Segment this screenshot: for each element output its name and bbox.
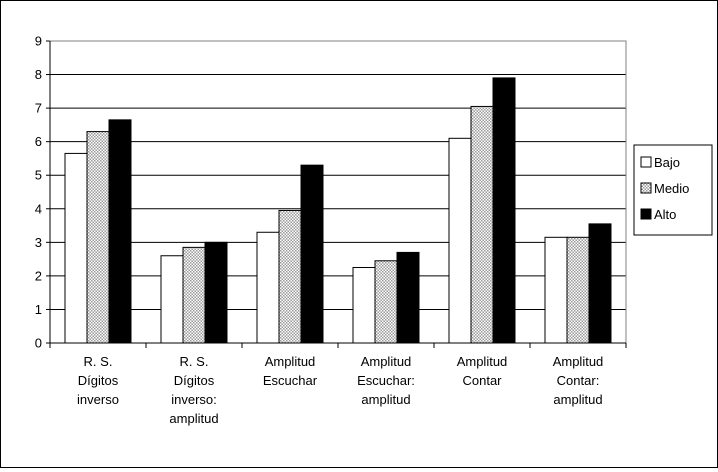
legend-label-alto: Alto bbox=[654, 207, 676, 222]
legend-swatch-alto bbox=[640, 208, 652, 220]
legend-label-medio: Medio bbox=[654, 181, 689, 196]
y-tick-label: 3 bbox=[35, 235, 42, 250]
x-category-label: Amplitud Escuchar bbox=[263, 354, 318, 388]
bar-bajo bbox=[160, 255, 184, 344]
x-category-label: Amplitud Escuchar: amplitud bbox=[357, 354, 415, 407]
x-category-label-line: amplitud bbox=[553, 392, 602, 407]
x-category-label: R. S. Dígitos inverso bbox=[77, 354, 119, 407]
y-tick-label: 5 bbox=[35, 168, 42, 183]
x-category-label-line: R. S. bbox=[180, 354, 209, 369]
x-category-label-line: Escuchar bbox=[263, 373, 318, 388]
bar-bajo bbox=[256, 231, 280, 344]
x-category-label-line: Dígitos bbox=[78, 373, 119, 388]
x-category-label-line: inverso bbox=[77, 392, 119, 407]
y-tick-label: 7 bbox=[35, 101, 42, 116]
x-category-label-line: Amplitud bbox=[361, 354, 412, 369]
x-category-label-line: Contar bbox=[462, 373, 502, 388]
bar-alto bbox=[204, 241, 228, 344]
bar-medio bbox=[182, 246, 206, 344]
y-tick-label: 4 bbox=[35, 201, 42, 216]
y-tick-label: 0 bbox=[35, 336, 42, 351]
plot-area: 0 1 2 3 4 5 6 7 8 9 R. S. Dígitos inverso R. S. Dígito… bbox=[35, 34, 627, 426]
bar-medio bbox=[566, 236, 590, 344]
x-category-label-line: Contar: bbox=[557, 373, 600, 388]
x-category-label: Amplitud Contar: amplitud bbox=[553, 354, 604, 407]
bar-bajo bbox=[64, 152, 88, 344]
x-category-label: R. S. Dígitos inverso: amplitud bbox=[169, 354, 218, 426]
x-category-label-line: Amplitud bbox=[457, 354, 508, 369]
bar-alto bbox=[108, 119, 132, 344]
bar-medio bbox=[374, 260, 398, 344]
x-category-label-line: R. S. bbox=[84, 354, 113, 369]
legend-label-bajo: Bajo bbox=[654, 155, 680, 170]
legend-swatch-bajo bbox=[640, 156, 652, 168]
bar-medio bbox=[470, 105, 494, 344]
y-tick-label: 6 bbox=[35, 134, 42, 149]
bar-bajo bbox=[544, 236, 568, 344]
bar-alto bbox=[396, 251, 420, 344]
x-category-label-line: amplitud bbox=[169, 411, 218, 426]
y-tick-label: 8 bbox=[35, 67, 42, 82]
plot-border bbox=[49, 40, 627, 344]
x-category-label-line: amplitud bbox=[361, 392, 410, 407]
x-category-label-line: Escuchar: bbox=[357, 373, 415, 388]
legend-swatch-medio bbox=[640, 182, 652, 194]
x-category-label-line: Amplitud bbox=[553, 354, 604, 369]
y-tick-label: 9 bbox=[35, 34, 42, 49]
bar-alto bbox=[588, 223, 612, 344]
bar-bajo bbox=[352, 267, 376, 344]
bar-medio bbox=[278, 209, 302, 344]
x-category-label-line: Dígitos bbox=[174, 373, 215, 388]
x-category-label: Amplitud Contar bbox=[457, 354, 508, 388]
x-category-label-line: inverso: bbox=[171, 392, 217, 407]
legend: Bajo Medio Alto bbox=[633, 144, 713, 236]
bar-medio bbox=[86, 131, 110, 344]
y-tick-label: 2 bbox=[35, 268, 42, 283]
bar-alto bbox=[492, 77, 516, 344]
bar-alto bbox=[300, 164, 324, 344]
y-tick-label: 1 bbox=[35, 302, 42, 317]
x-category-label-line: Amplitud bbox=[265, 354, 316, 369]
bar-bajo bbox=[448, 137, 472, 344]
